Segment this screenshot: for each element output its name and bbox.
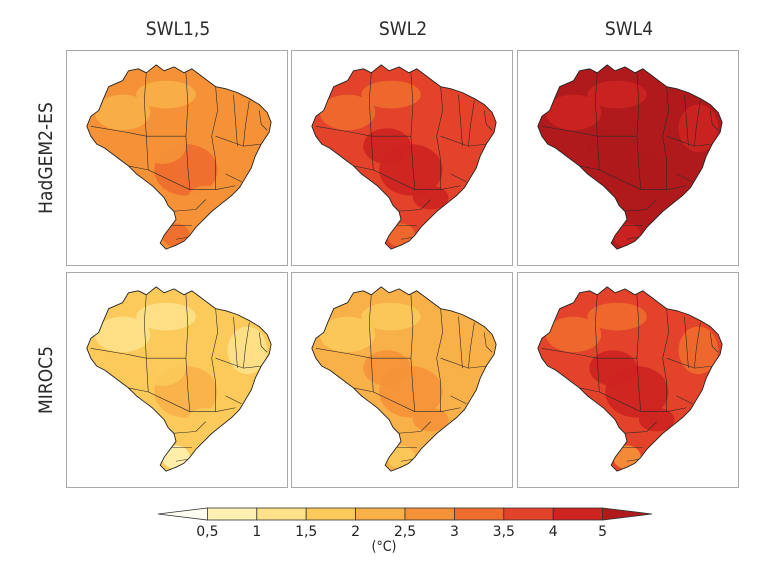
brazil-map [311,286,497,472]
brazil-map [86,64,272,250]
map-panel-hadgem2-es-swl2 [291,50,513,266]
colorbar-tick-label: 3 [450,524,459,540]
brazil-map [86,286,272,472]
colorbar-tick-label: 3,5 [493,524,515,540]
brazil-map [537,64,723,250]
colorbar-tick-label: 2,5 [394,524,416,540]
column-title-swl1-5: SWL1,5 [145,18,211,40]
row-title-hadgem2-es-text: HadGEM2-ES [35,102,57,214]
colorbar-bin [207,507,258,521]
colorbar-upper-extension [602,507,653,521]
colorbar-lower-extension [157,507,208,521]
column-title-swl4: SWL4 [604,18,654,40]
colorbar-unit-label: (°C) [371,539,397,555]
brazil-map [537,286,723,472]
map-panel-miroc5-swl4 [517,272,739,488]
colorbar-bin [404,507,455,521]
map-panel-hadgem2-es-swl1-5 [66,50,288,266]
row-title-miroc5-text: MIROC5 [35,346,57,414]
row-title-miroc5: MIROC5 [35,272,57,488]
colorbar-bin [256,507,307,521]
colorbar-tick-label: 4 [549,524,558,540]
colorbar-tick-label: 2 [351,524,360,540]
column-title-swl2: SWL2 [378,18,428,40]
map-panel-miroc5-swl2 [291,272,513,488]
map-panel-miroc5-swl1-5 [66,272,288,488]
colorbar-tick-label: 5 [598,524,607,540]
colorbar-bin [305,507,356,521]
colorbar-bin [552,507,604,521]
colorbar-tick-label: 1,5 [295,524,317,540]
row-title-hadgem2-es: HadGEM2-ES [35,50,57,266]
colorbar-tick-label: 0,5 [196,524,218,540]
colorbar-bin [355,507,406,521]
colorbar-bin [503,507,554,521]
brazil-map [311,64,497,250]
map-panel-hadgem2-es-swl4 [517,50,739,266]
colorbar-tick-label: 1 [252,524,261,540]
colorbar-bin [453,507,505,521]
temperature-colorbar: 0,5 1 1,5 2 2,5 3 3,5 4 5 [157,507,653,540]
